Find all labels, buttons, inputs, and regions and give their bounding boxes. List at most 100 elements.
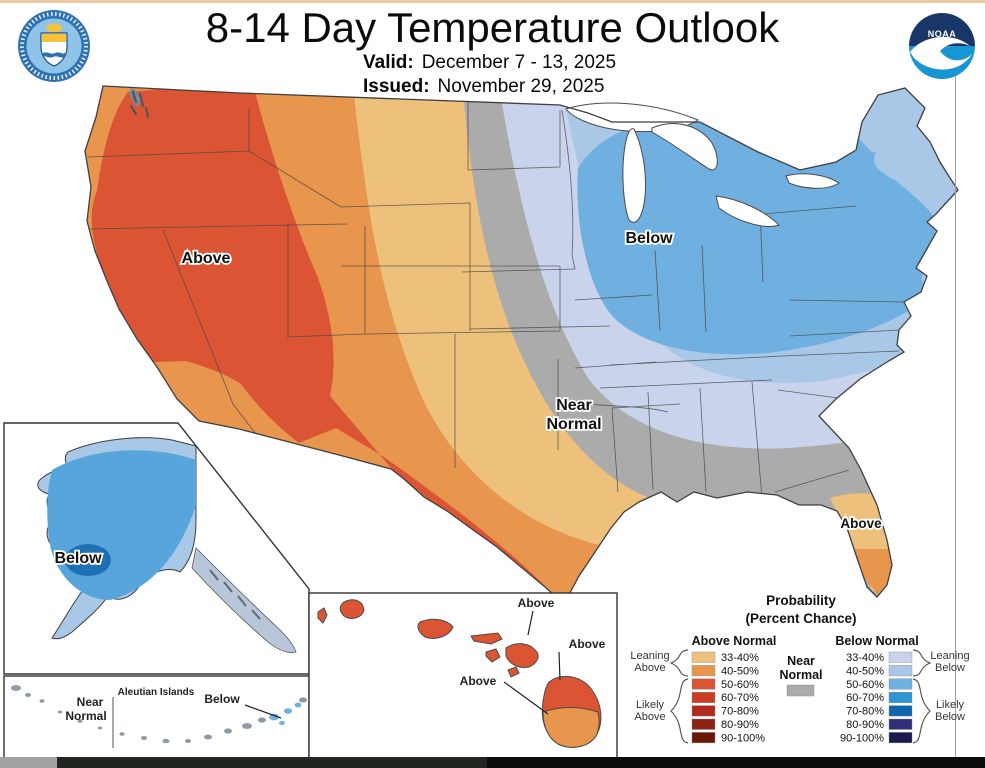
likely-above-brace xyxy=(670,678,689,744)
probability-legend: Probability (Percent Chance) Above Norma… xyxy=(630,593,969,744)
svg-text:Below: Below xyxy=(935,711,965,723)
lake-erie xyxy=(715,195,780,227)
svg-text:70-80%: 70-80% xyxy=(846,706,884,718)
commerce-shield-wave xyxy=(43,52,65,58)
commerce-shield-top xyxy=(42,34,66,42)
near-normal-label-1: Near xyxy=(556,397,592,414)
svg-text:70-80%: 70-80% xyxy=(721,706,759,718)
svg-text:60-70%: 60-70% xyxy=(846,692,884,704)
island-kahoolawe xyxy=(507,666,520,678)
hawaii-above-label-3: Above xyxy=(460,674,497,688)
aleutian-inset: Aleutian Islands Near Normal Below xyxy=(3,675,310,761)
svg-text:Below: Below xyxy=(935,662,965,674)
below-50-60-region xyxy=(577,117,938,355)
lake-huron xyxy=(651,123,718,171)
svg-text:50-60%: 50-60% xyxy=(721,679,759,691)
above-50-60-region xyxy=(91,86,561,604)
svg-text:Above: Above xyxy=(634,711,665,723)
svg-text:80-90%: 80-90% xyxy=(846,719,884,731)
legend-near-swatch xyxy=(786,684,815,697)
legend-title-1: Probability xyxy=(766,593,836,608)
svg-text:Likely: Likely xyxy=(936,699,965,711)
florida-above-40-50 xyxy=(849,549,893,596)
svg-text:40-50%: 40-50% xyxy=(721,665,759,677)
legend-below-swatches xyxy=(888,651,913,744)
issued-value: November 29, 2025 xyxy=(437,76,605,97)
legend-near-1: Near xyxy=(787,654,815,668)
legend-braces xyxy=(669,649,932,744)
lake-ontario xyxy=(785,173,840,189)
bottom-bar-left xyxy=(0,757,57,768)
legend-below-header: Below Normal xyxy=(835,634,918,648)
top-accent-strip xyxy=(0,0,985,3)
island-hawaii-south xyxy=(542,707,600,748)
aleutian-islands-blue xyxy=(269,702,302,725)
svg-text:Likely: Likely xyxy=(636,699,665,711)
island-maui xyxy=(505,643,539,668)
noaa-bird-icon xyxy=(910,36,972,70)
legend-above-swatches xyxy=(691,651,716,744)
leaning-below-brace xyxy=(912,649,932,677)
bottom-bar-right xyxy=(487,757,985,768)
near-normal-label-2: Normal xyxy=(546,416,601,433)
alaska-core-blue xyxy=(65,544,111,576)
valid-value: December 7 - 13, 2025 xyxy=(421,52,617,73)
aleutian-islands-gray xyxy=(11,685,307,744)
florida-above-label: Above xyxy=(840,516,882,531)
legend-above-ranges: 33-40% 40-50% 50-60% 60-70% 70-80% 80-90… xyxy=(721,652,765,744)
commerce-seal-ring-text xyxy=(20,12,88,80)
island-lanai xyxy=(485,648,501,663)
svg-text:Leaning: Leaning xyxy=(630,650,669,662)
aleutian-below-label: Below xyxy=(204,692,240,706)
legend-title-2: (Percent Chance) xyxy=(745,611,856,626)
aleutian-near-label-2: Normal xyxy=(65,709,106,723)
legend-near-2: Normal xyxy=(779,668,822,682)
puget-sound-terrain xyxy=(129,88,150,119)
legend-side-labels: Leaning Above Likely Above Leaning Below… xyxy=(630,650,969,723)
issued-label: Issued: xyxy=(363,76,430,97)
noaa-logo-text: NOAA xyxy=(928,29,957,39)
island-oahu xyxy=(417,618,454,639)
great-lakes xyxy=(565,102,840,227)
commerce-eagle-icon xyxy=(46,23,62,33)
lake-michigan xyxy=(622,128,647,223)
hawaii-above-pointer-3 xyxy=(503,681,549,715)
likely-below-brace xyxy=(912,678,931,744)
valid-label: Valid: xyxy=(363,52,414,73)
alaska-below-label: Below xyxy=(54,550,102,567)
hawaii-above-pointer-1 xyxy=(527,610,534,636)
svg-text:90-100%: 90-100% xyxy=(721,732,765,744)
midwest-below-label: Below xyxy=(625,230,673,247)
hawaii-above-label-1: Above xyxy=(518,596,555,610)
legend-above-header: Above Normal xyxy=(692,634,777,648)
issued-line: Issued: November 29, 2025 xyxy=(363,76,604,98)
state-borders xyxy=(85,102,905,499)
legend-below-ranges: 33-40% 40-50% 50-60% 60-70% 70-80% 80-90… xyxy=(840,652,884,744)
svg-text:33-40%: 33-40% xyxy=(721,652,759,664)
noaa-logo: NOAA xyxy=(909,13,975,79)
svg-text:Above: Above xyxy=(634,662,665,674)
island-kauai xyxy=(339,599,365,619)
svg-text:33-40%: 33-40% xyxy=(846,652,884,664)
island-molokai xyxy=(470,632,503,645)
svg-text:Leaning: Leaning xyxy=(930,650,969,662)
hawaii-above-pointer-2 xyxy=(558,651,561,681)
west-above-label: Above xyxy=(182,250,231,267)
bottom-bar-middle xyxy=(57,757,487,768)
leaning-above-brace xyxy=(669,649,689,677)
alaska-panhandle xyxy=(191,547,297,653)
svg-text:50-60%: 50-60% xyxy=(846,679,884,691)
valid-line: Valid: December 7 - 13, 2025 xyxy=(363,52,616,74)
island-niihau xyxy=(317,607,328,624)
aleutian-inset-box xyxy=(3,675,310,761)
page-title: 8-14 Day Temperature Outlook xyxy=(205,4,780,51)
aleutian-below-pointer xyxy=(244,704,282,719)
svg-text:80-90%: 80-90% xyxy=(721,719,759,731)
aleutian-islands-title: Aleutian Islands xyxy=(118,687,195,698)
conus-outline xyxy=(84,85,959,606)
svg-text:90-100%: 90-100% xyxy=(840,732,884,744)
aleutian-near-label-1: Near xyxy=(77,695,104,709)
commerce-seal xyxy=(18,10,90,82)
